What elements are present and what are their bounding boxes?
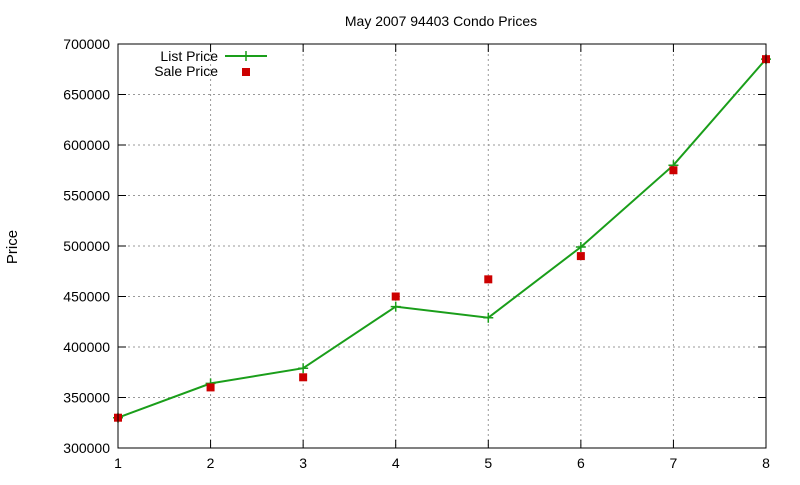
legend-label-list-price: List Price [160, 48, 218, 64]
legend: List Price Sale Price [154, 48, 267, 79]
legend-marker-list-price [241, 51, 251, 61]
plot-area [113, 54, 771, 423]
y-tick-label: 600000 [63, 137, 110, 153]
legend-label-sale-price: Sale Price [154, 63, 218, 79]
x-tick-label: 3 [299, 455, 307, 471]
x-tick-label: 2 [207, 455, 215, 471]
series-list-price-line [117, 58, 767, 419]
x-tick-label: 7 [670, 455, 678, 471]
sale-price-point [299, 373, 308, 382]
sale-price-point [669, 166, 678, 175]
sale-price-point [206, 383, 215, 392]
chart-title: May 2007 94403 Condo Prices [345, 13, 537, 29]
axes: 300000 350000 400000 450000 500000 550000 6000… [63, 36, 770, 471]
x-tick-label: 5 [484, 455, 492, 471]
sale-price-point [391, 292, 400, 301]
y-tick-label: 550000 [63, 188, 110, 204]
y-tick-label: 650000 [63, 87, 110, 103]
x-tick-label: 1 [114, 455, 122, 471]
legend-marker-sale-price [242, 68, 250, 76]
list-price-point [575, 242, 586, 253]
grid [118, 44, 766, 448]
sale-price-point [484, 275, 493, 284]
sale-price-point [576, 252, 585, 261]
y-axis-label: Price [4, 230, 21, 264]
y-tick-label: 450000 [63, 289, 110, 305]
y-tick-label: 350000 [63, 390, 110, 406]
y-tick-label: 300000 [63, 440, 110, 456]
y-tick-label: 500000 [63, 238, 110, 254]
x-tick-label: 6 [577, 455, 585, 471]
list-price-point [298, 363, 309, 374]
list-price-point [483, 312, 494, 323]
list-price-point [390, 301, 401, 312]
y-tick-label: 700000 [63, 36, 110, 52]
x-tick-label: 4 [392, 455, 400, 471]
y-tick-label: 400000 [63, 339, 110, 355]
x-tick-label: 8 [762, 455, 770, 471]
